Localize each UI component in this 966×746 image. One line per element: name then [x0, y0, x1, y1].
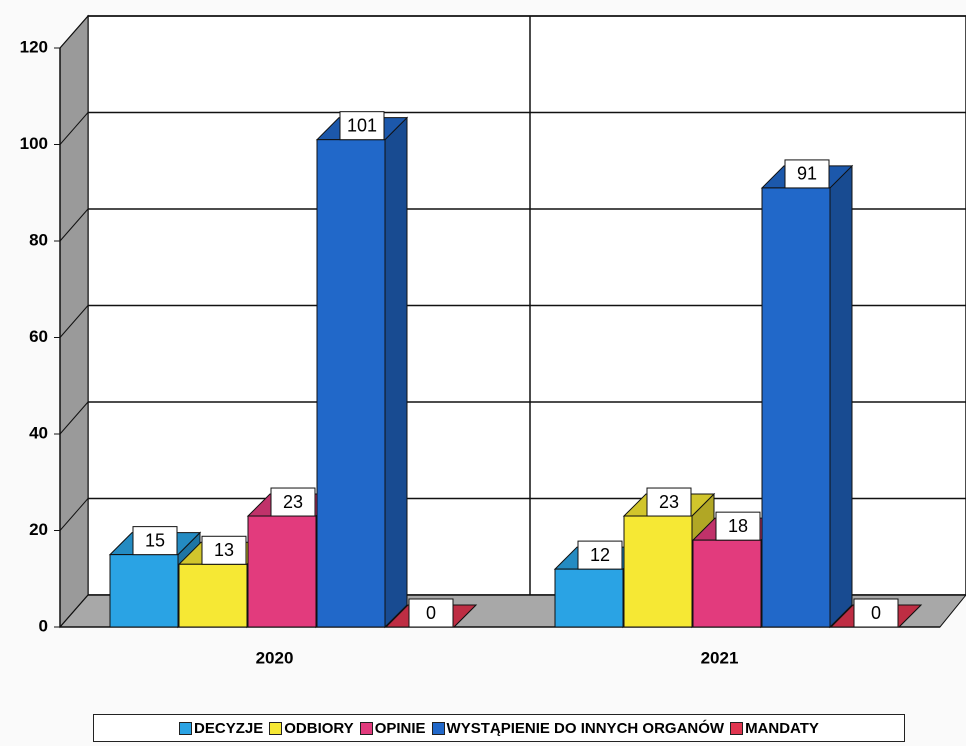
legend-item: OPINIE [359, 719, 426, 737]
legend: DECYZJE ODBIORY OPINIE WYSTĄPIENIE DO INNYC… [93, 714, 905, 742]
legend-label: ODBIORY [284, 719, 354, 737]
legend-swatch [179, 721, 193, 735]
bar-front [109, 554, 179, 628]
y-tick-label: 100 [20, 134, 48, 153]
legend-item: ODBIORY [269, 719, 354, 737]
legend-swatch [359, 721, 373, 735]
legend-item: MANDATY [730, 720, 819, 737]
y-tick-label: 80 [29, 230, 48, 249]
y-tick-label: 40 [29, 423, 48, 442]
label-box [784, 159, 830, 189]
label-box [853, 598, 899, 628]
label-box [270, 487, 316, 517]
legend-label: DECYZJE [194, 719, 264, 737]
legend-item: DECYZJE [179, 720, 263, 737]
grid-line [59, 498, 89, 531]
grid-line [59, 401, 89, 435]
label-box [201, 535, 247, 565]
data-label: 18 [728, 516, 748, 536]
data-label: 0 [426, 603, 436, 623]
y-tick-label: 60 [29, 327, 48, 346]
legend-item: WYSTĄPIENIE DO INNYCH ORGANÓW [431, 719, 725, 737]
label-box [577, 540, 623, 570]
data-label: 13 [214, 540, 234, 560]
bar-front [554, 568, 624, 628]
chart: 0 20 40 60 80 100 120 2020 15 13 23 101 0 2021 12 23 18 9… [20, 14, 966, 667]
y-tick-label: 20 [29, 520, 48, 539]
x-tick-label: 2021 [701, 648, 739, 667]
label-box [646, 487, 692, 517]
bar-front [178, 563, 248, 628]
bar [760, 164, 854, 629]
label-box [132, 526, 178, 556]
grid-line [59, 594, 89, 628]
legend-label: WYSTĄPIENIE DO INNYCH ORGANÓW [446, 719, 725, 737]
bar [315, 116, 409, 629]
bar-front [247, 515, 317, 628]
data-label: 91 [797, 164, 817, 184]
data-label: 15 [145, 530, 165, 550]
y-tick-label: 0 [39, 616, 48, 635]
grid-line [59, 305, 89, 338]
bar-front [623, 515, 693, 628]
data-label: 12 [590, 545, 610, 565]
bar-front [761, 187, 831, 628]
legend-swatch [730, 721, 744, 735]
label-box [715, 511, 761, 541]
bar-front [316, 139, 386, 628]
data-label: 101 [347, 115, 377, 135]
grid-line [59, 15, 89, 49]
label-box [408, 598, 454, 628]
label-box [339, 111, 385, 141]
legend-swatch [269, 721, 283, 735]
data-label: 23 [283, 492, 303, 512]
data-label: 0 [871, 603, 881, 623]
legend-swatch [431, 721, 445, 735]
bar-side [384, 116, 408, 629]
legend-label: OPINIE [374, 719, 426, 737]
bar-side [829, 164, 853, 629]
grid-line [59, 208, 89, 242]
data-label: 23 [659, 492, 679, 512]
x-tick-label: 2020 [256, 648, 294, 667]
grid-line [59, 112, 89, 145]
y-tick-label: 120 [20, 37, 48, 56]
bar-front [692, 539, 762, 628]
legend-label: MANDATY [745, 719, 819, 737]
